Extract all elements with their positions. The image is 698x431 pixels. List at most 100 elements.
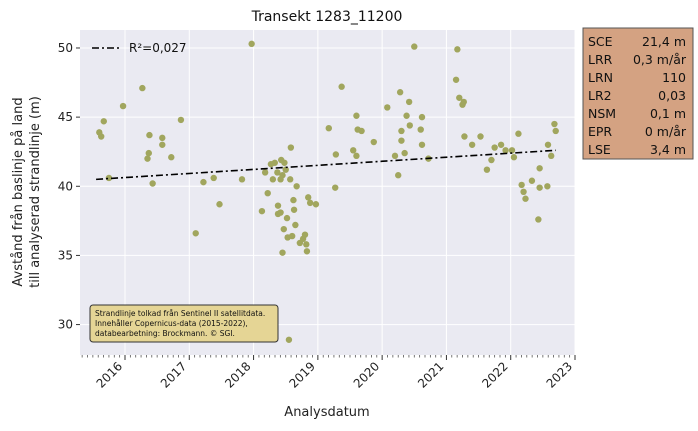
stat-label: NSM [588, 106, 616, 121]
data-point [518, 181, 525, 189]
note-line-2: Innehåller Copernicus-data (2015-2022), [95, 319, 248, 328]
x-axis-title: Analysdatum [284, 405, 369, 420]
data-point [552, 127, 559, 135]
data-point [338, 83, 345, 90]
x-tick-label: 2019 [286, 359, 317, 390]
data-point [551, 120, 558, 128]
data-point [454, 46, 461, 53]
stat-value: 0 m/år [645, 124, 687, 139]
data-point [287, 144, 295, 151]
data-point [238, 176, 246, 183]
stat-label: LRN [588, 70, 613, 85]
data-point [119, 102, 127, 110]
data-point [290, 206, 298, 213]
data-point [279, 172, 286, 179]
data-point [548, 152, 555, 160]
data-point [406, 122, 413, 129]
data-point [418, 113, 426, 121]
data-point [520, 188, 527, 196]
data-point [395, 172, 402, 179]
statistics-background [582, 27, 694, 160]
data-point [264, 189, 271, 197]
data-point [98, 133, 105, 140]
data-point [483, 166, 491, 173]
legend-label: R²=0,027 [129, 41, 187, 55]
legend: R²=0,027 [92, 41, 187, 55]
data-point [325, 124, 332, 132]
data-point [105, 174, 113, 182]
stat-label: LR2 [588, 88, 612, 103]
x-tick-label: 2018 [222, 359, 253, 390]
data-point [497, 141, 505, 148]
data-point [274, 169, 281, 176]
data-point [396, 89, 404, 96]
x-tick-label: 2022 [479, 359, 510, 390]
x-tick-label: 2016 [94, 359, 125, 390]
stat-label: LRR [588, 52, 613, 67]
stat-value: 0,3 m/år [633, 52, 687, 67]
data-point [358, 127, 365, 135]
data-point [288, 232, 296, 240]
data-point [293, 183, 300, 190]
data-point [168, 154, 175, 161]
data-point [350, 147, 357, 154]
data-point [515, 130, 522, 137]
y-tick-label: 30 [58, 318, 73, 332]
data-point [177, 116, 185, 124]
data-point [303, 241, 310, 248]
data-point [510, 154, 518, 161]
data-point [536, 165, 543, 172]
note-line-3: databearbetning: Brockmann. © SGI. [95, 329, 235, 338]
data-point [477, 133, 484, 140]
data-point [332, 184, 339, 191]
y-tick-label: 40 [58, 179, 73, 193]
y-axis-title-line-2: till analyserad strandlinje (m) [28, 96, 43, 288]
data-points [96, 40, 559, 343]
data-point [452, 76, 460, 83]
data-point [283, 214, 291, 222]
data-point [290, 196, 297, 204]
data-point [258, 207, 266, 215]
data-point [216, 201, 223, 208]
data-point [292, 221, 299, 229]
data-point [285, 336, 293, 343]
x-tick-label: 2023 [544, 359, 575, 390]
data-point [159, 134, 166, 142]
data-point [100, 118, 107, 125]
data-point [279, 249, 286, 256]
data-point [301, 231, 309, 238]
data-point [210, 174, 217, 182]
data-point [468, 141, 476, 148]
statistics-box: SCE 21,4 m LRR 0,3 m/år LRN 110 LR2 0,03 NSM 0,1 … [582, 27, 694, 160]
data-point [144, 155, 151, 162]
data-point [460, 98, 467, 106]
data-point [544, 183, 551, 190]
stat-label: LSE [588, 142, 611, 157]
stat-value: 21,4 m [642, 34, 686, 49]
y-axis-title-line-1: Avstånd från baslinje på land [11, 97, 26, 286]
data-point [535, 216, 542, 223]
data-point [261, 169, 269, 176]
data-point [353, 152, 360, 160]
y-tick-label: 35 [58, 248, 73, 262]
stat-label: EPR [588, 124, 612, 139]
data-point [305, 194, 312, 201]
y-tick-label: 45 [58, 110, 73, 124]
data-point [461, 133, 468, 140]
data-point [248, 40, 255, 48]
data-point [398, 137, 405, 144]
statistics-rows: SCE 21,4 m LRR 0,3 m/år LRN 110 LR2 0,03 NSM 0,1 … [588, 34, 687, 157]
data-point [139, 84, 146, 92]
data-point [192, 230, 199, 237]
plot-area: R²=0,027 Strandlinje tolkad från Sentine… [80, 30, 576, 355]
x-tick-label: 2017 [158, 359, 189, 390]
data-point [312, 201, 320, 208]
data-point [398, 127, 405, 135]
data-point [274, 202, 282, 209]
data-point [332, 151, 340, 158]
trend-line [96, 149, 556, 181]
note-background [89, 304, 279, 343]
stat-value: 0,1 m [650, 106, 686, 121]
grid [80, 30, 576, 355]
data-point [159, 141, 166, 148]
